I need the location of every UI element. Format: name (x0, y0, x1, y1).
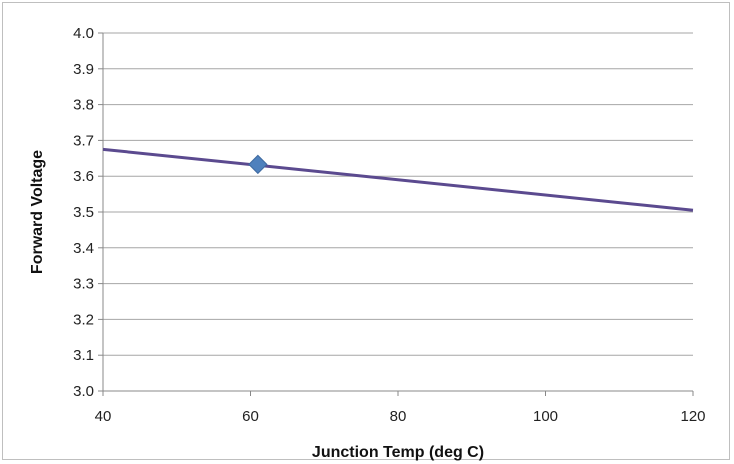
data-point-diamond (248, 154, 268, 175)
y-axis-title: Forward Voltage (29, 150, 46, 274)
x-tick-label: 60 (242, 408, 259, 425)
x-tick-label: 120 (680, 408, 705, 425)
x-tick-label: 100 (533, 408, 558, 425)
x-axis-title: Junction Temp (deg C) (312, 444, 484, 461)
y-tick-label: 3.3 (73, 276, 94, 293)
trend-line (102, 147, 694, 212)
y-tick-label: 3.0 (73, 383, 94, 400)
x-tick-labels: 40 60 80 100 120 (95, 408, 706, 425)
y-tick-label: 3.6 (73, 168, 94, 185)
axes (98, 32, 694, 396)
x-tick-label: 40 (95, 408, 112, 425)
x-tick-label: 80 (390, 408, 407, 425)
y-tick-label: 3.4 (73, 240, 94, 257)
y-tick-label: 3.1 (73, 347, 94, 364)
y-tick-labels: 3.0 3.1 3.2 3.3 3.4 3.5 3.6 3.7 3.8 3.9 4.0 (73, 25, 94, 400)
grid-lines (103, 32, 693, 356)
y-tick-label: 3.7 (73, 132, 94, 149)
y-tick-label: 3.8 (73, 97, 94, 114)
y-tick-label: 3.2 (73, 311, 94, 328)
y-tick-label: 3.9 (73, 61, 94, 78)
y-tick-label: 4.0 (73, 25, 94, 42)
y-tick-label: 3.5 (73, 204, 94, 221)
data-series (102, 147, 694, 212)
chart-frame (2, 2, 730, 460)
